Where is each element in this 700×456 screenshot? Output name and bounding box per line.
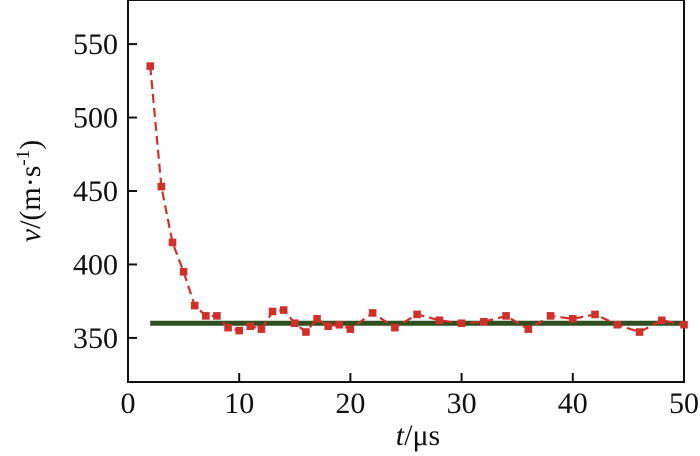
x-axis-var: t: [396, 419, 405, 452]
data-point: [279, 306, 288, 314]
data-point: [635, 328, 644, 336]
x-axis-ticks: 0 10 20 30 40 50: [121, 373, 699, 420]
x-tick-label: 30: [447, 387, 477, 420]
x-tick-label: 50: [669, 387, 699, 420]
data-point: [391, 323, 399, 332]
data-point: [246, 322, 255, 330]
y-axis-var: v: [14, 228, 47, 242]
data-point: [224, 323, 232, 332]
x-axis-unit: /μs: [404, 419, 440, 452]
y-axis-ticks: 350 400 450 500 550: [73, 28, 137, 355]
y-tick-label: 350: [73, 322, 118, 355]
data-point: [591, 310, 599, 319]
y-axis-unit-b: ): [14, 140, 47, 150]
y-axis-unit-a: /(m·s: [14, 166, 47, 229]
data-point: [457, 319, 466, 328]
data-point: [657, 316, 666, 325]
data-point: [190, 301, 199, 310]
data-point: [413, 310, 421, 319]
series-line: [149, 66, 685, 334]
data-point: [213, 312, 221, 320]
y-axis-unit-sup: -1: [13, 150, 34, 166]
data-point: [324, 322, 332, 330]
y-tick-label: 450: [73, 175, 118, 208]
data-point: [313, 315, 321, 323]
y-tick-label: 500: [73, 102, 118, 135]
data-point: [680, 320, 688, 329]
data-point: [502, 312, 510, 320]
data-point: [480, 317, 488, 326]
data-point: [435, 316, 444, 325]
data-point: [335, 320, 344, 329]
data-point: [291, 319, 299, 328]
data-point: [257, 325, 266, 333]
data-point: [368, 309, 377, 317]
data-point: [546, 312, 555, 320]
data-point: [168, 238, 177, 247]
y-tick-label: 550: [73, 28, 118, 61]
data-point: [569, 315, 577, 323]
x-tick-label: 40: [558, 387, 588, 420]
data-point: [157, 182, 166, 191]
x-tick-label: 10: [224, 387, 254, 420]
data-point: [268, 307, 277, 316]
data-point: [202, 312, 210, 320]
series-layer: [146, 62, 688, 336]
data-point: [524, 325, 533, 333]
x-tick-label: 20: [335, 387, 365, 420]
y-tick-label: 400: [73, 248, 118, 281]
data-point: [346, 325, 355, 333]
data-point: [179, 268, 188, 276]
data-point: [146, 62, 155, 70]
x-tick-label: 0: [121, 387, 136, 420]
data-point: [302, 328, 310, 336]
data-point: [613, 320, 622, 329]
x-axis-title: t/μs: [396, 419, 440, 452]
y-axis-title: v/(m·s-1): [13, 140, 47, 242]
data-point: [235, 326, 243, 335]
